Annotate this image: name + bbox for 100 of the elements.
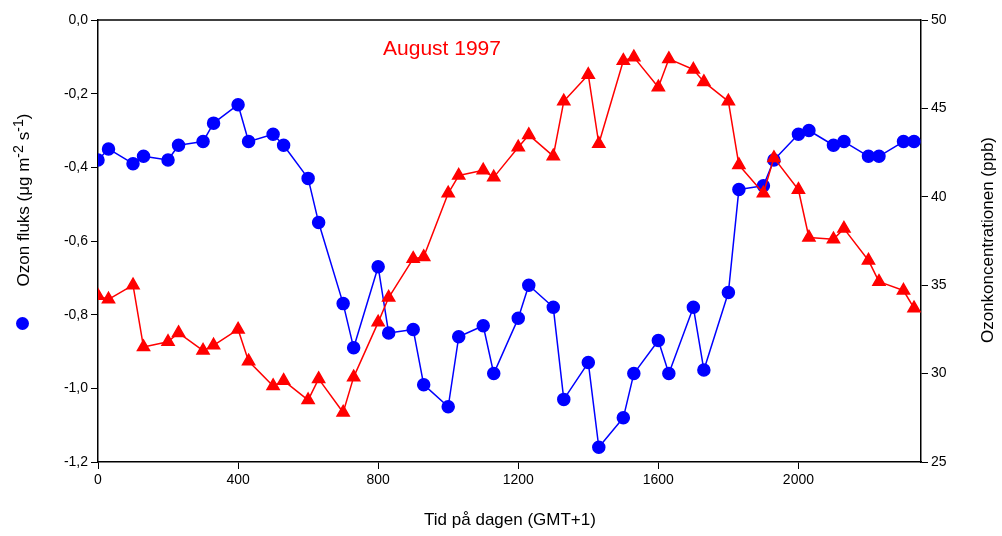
point xyxy=(416,377,431,392)
y2-tick-label: 30 xyxy=(931,364,947,381)
point xyxy=(161,334,175,347)
point xyxy=(581,355,596,370)
point xyxy=(476,162,491,175)
point xyxy=(126,156,140,171)
point xyxy=(136,149,151,164)
x-axis-title: Tid på dagen (GMT+1) xyxy=(424,510,596,530)
y-tick-label: 0,0 xyxy=(68,10,89,27)
point xyxy=(556,93,571,106)
point xyxy=(837,134,851,149)
point xyxy=(732,157,746,170)
point xyxy=(476,318,490,333)
point xyxy=(101,142,116,156)
point xyxy=(872,149,886,164)
point xyxy=(301,171,315,186)
point xyxy=(686,61,701,74)
point xyxy=(196,342,210,355)
point xyxy=(101,291,116,304)
point xyxy=(732,182,746,197)
point xyxy=(301,392,315,405)
point xyxy=(486,366,501,381)
point xyxy=(791,181,806,194)
y-tick-label: -1,0 xyxy=(63,379,89,396)
point xyxy=(557,392,571,407)
point xyxy=(616,52,631,65)
point xyxy=(767,150,781,163)
point xyxy=(381,289,396,302)
point xyxy=(826,138,841,152)
point xyxy=(521,127,536,140)
point xyxy=(266,378,280,391)
point xyxy=(872,273,886,286)
point xyxy=(591,136,606,149)
point xyxy=(346,369,361,382)
point xyxy=(486,169,501,182)
point xyxy=(371,260,385,274)
y2-tick-label: 40 xyxy=(931,187,947,204)
y-tick-label: -0,2 xyxy=(63,84,89,101)
point xyxy=(441,400,455,414)
point xyxy=(511,311,526,326)
point xyxy=(837,220,851,233)
point xyxy=(451,330,466,344)
y2-tick-label: 35 xyxy=(931,276,947,293)
point xyxy=(651,79,666,92)
point xyxy=(662,51,676,64)
y2-tick-label: 25 xyxy=(931,452,947,469)
point xyxy=(627,366,641,381)
point xyxy=(546,148,561,161)
point xyxy=(592,440,606,455)
point xyxy=(791,127,806,141)
point xyxy=(686,300,701,315)
point xyxy=(241,353,256,366)
point xyxy=(406,322,420,337)
x-tick-label: 1600 xyxy=(642,471,675,488)
point xyxy=(241,134,256,149)
y2-tick-label: 45 xyxy=(931,99,947,116)
point xyxy=(196,134,210,149)
point xyxy=(161,153,175,167)
point xyxy=(136,339,151,352)
point xyxy=(126,277,140,290)
point xyxy=(336,404,350,417)
point xyxy=(907,300,921,313)
x-tick-label: 0 xyxy=(94,471,103,488)
point xyxy=(406,250,420,263)
point xyxy=(546,300,561,315)
point xyxy=(522,278,536,292)
point xyxy=(651,333,666,348)
point xyxy=(662,366,676,381)
point xyxy=(231,97,245,112)
point xyxy=(231,321,245,334)
point xyxy=(697,74,711,87)
point xyxy=(311,215,326,230)
y-tick-label: -0,8 xyxy=(63,305,89,322)
point xyxy=(171,325,186,338)
annotation: August 1997 xyxy=(383,36,501,60)
point xyxy=(697,363,711,377)
x-tick-label: 2000 xyxy=(782,471,815,488)
point xyxy=(206,116,221,130)
point xyxy=(511,139,526,152)
point xyxy=(276,372,291,385)
point xyxy=(171,138,186,152)
point xyxy=(896,282,911,295)
point xyxy=(346,341,361,355)
x-tick-label: 1200 xyxy=(502,471,535,488)
point xyxy=(276,138,291,152)
point xyxy=(451,167,466,180)
point xyxy=(416,249,431,262)
point xyxy=(206,337,221,350)
point xyxy=(756,185,771,198)
point xyxy=(371,314,385,327)
x-tick-label: 400 xyxy=(226,471,250,488)
y2-tick-label: 50 xyxy=(931,10,947,27)
point xyxy=(721,285,736,300)
y-tick-label: -0,6 xyxy=(63,231,89,248)
y-tick-label: -1,2 xyxy=(63,452,89,469)
y2-axis-title: Ozonkoncentrationen (ppb) xyxy=(978,136,998,344)
point xyxy=(721,93,736,106)
point xyxy=(802,123,816,138)
point xyxy=(861,252,876,265)
point xyxy=(311,371,326,384)
